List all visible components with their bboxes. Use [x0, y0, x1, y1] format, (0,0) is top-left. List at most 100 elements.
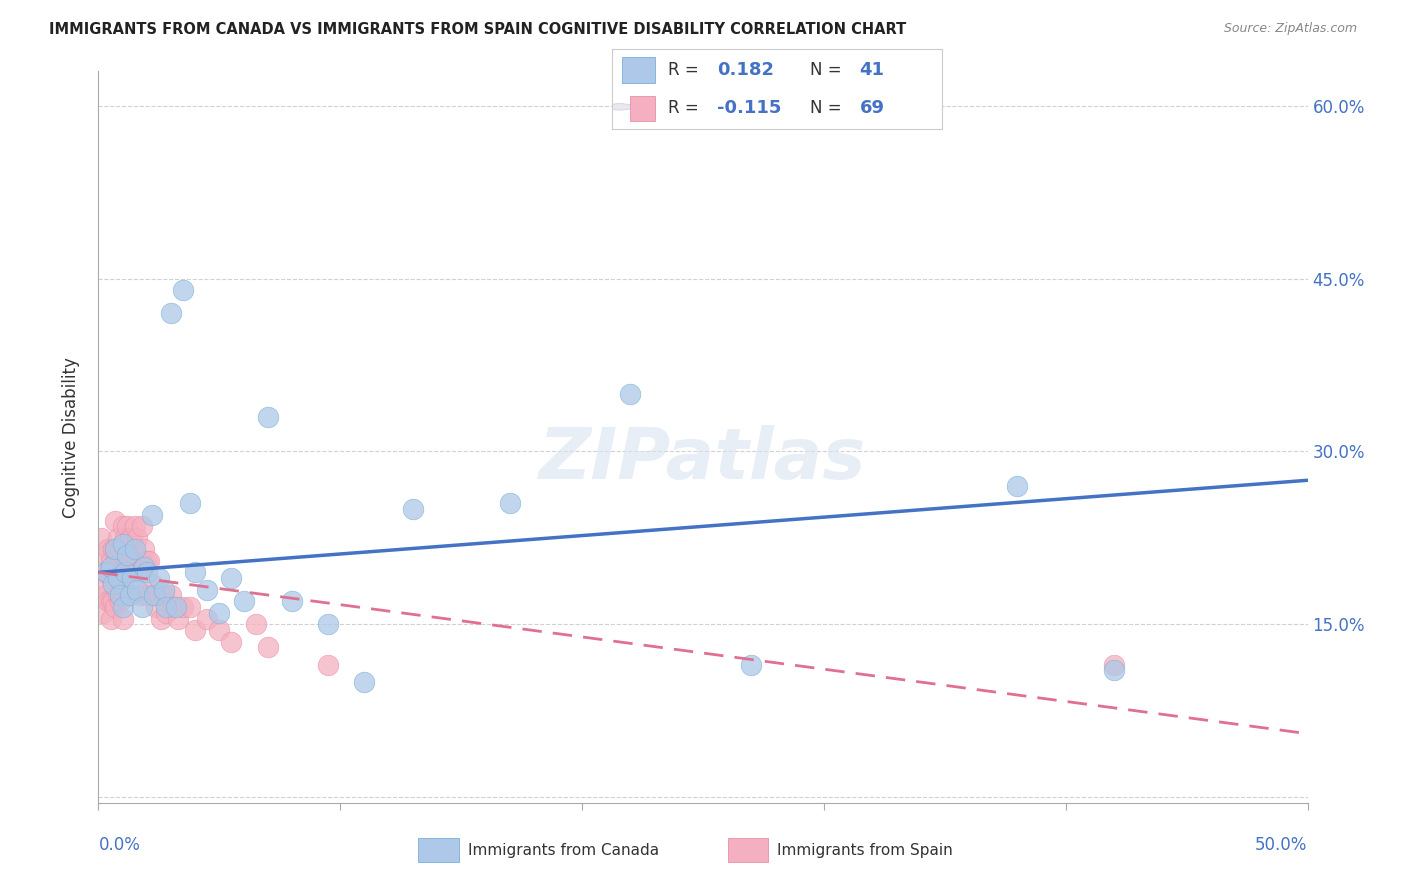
Point: [135, 554, 157, 568]
Point: [179, 496, 201, 510]
Point: [152, 582, 174, 597]
Text: R =: R =: [668, 100, 704, 118]
Point: [118, 566, 141, 580]
Text: N =: N =: [810, 61, 846, 78]
Point: [281, 594, 304, 608]
Point: [101, 594, 124, 608]
Point: [316, 657, 339, 672]
Point: [108, 566, 131, 580]
Point: [1007, 479, 1029, 493]
Point: [150, 611, 173, 625]
Point: [131, 519, 153, 533]
Point: [127, 582, 149, 597]
Point: [131, 554, 153, 568]
Text: R =: R =: [668, 61, 704, 78]
Point: [104, 542, 127, 557]
Point: [104, 542, 127, 557]
Point: [114, 531, 136, 545]
Point: [124, 548, 146, 562]
Text: IMMIGRANTS FROM CANADA VS IMMIGRANTS FROM SPAIN COGNITIVE DISABILITY CORRELATION: IMMIGRANTS FROM CANADA VS IMMIGRANTS FRO…: [49, 22, 907, 37]
Point: [100, 594, 122, 608]
Point: [498, 496, 520, 510]
Point: [111, 611, 134, 625]
Point: [134, 542, 156, 557]
FancyBboxPatch shape: [630, 95, 655, 121]
Point: [221, 571, 243, 585]
Point: [117, 519, 139, 533]
Text: Immigrants from Canada: Immigrants from Canada: [468, 843, 659, 857]
Point: [165, 599, 187, 614]
Point: [100, 559, 122, 574]
Point: [107, 531, 129, 545]
Point: [316, 617, 339, 632]
Point: [107, 571, 129, 585]
Point: [162, 599, 184, 614]
Point: [104, 514, 127, 528]
Point: [184, 623, 207, 637]
Point: [232, 594, 254, 608]
Text: 0.182: 0.182: [717, 61, 775, 78]
Point: [121, 531, 143, 545]
Point: [94, 566, 117, 580]
Point: [118, 531, 141, 545]
Point: [208, 606, 231, 620]
Point: [94, 548, 117, 562]
Point: [101, 577, 124, 591]
Point: [135, 566, 157, 580]
Point: [141, 577, 163, 591]
Point: [148, 589, 170, 603]
Point: [114, 566, 136, 580]
Point: [104, 599, 127, 614]
Point: [97, 566, 120, 580]
Point: [155, 599, 177, 614]
Point: [111, 577, 134, 591]
Point: [111, 519, 134, 533]
Point: [114, 566, 136, 580]
Point: [90, 531, 112, 545]
Point: [91, 577, 114, 591]
Point: [740, 657, 762, 672]
Point: [111, 536, 134, 550]
Point: [127, 531, 149, 545]
Point: [256, 409, 278, 424]
Text: N =: N =: [810, 100, 846, 118]
Point: [117, 554, 139, 568]
FancyBboxPatch shape: [728, 838, 768, 862]
Point: [104, 566, 127, 580]
Point: [138, 554, 160, 568]
FancyBboxPatch shape: [419, 838, 458, 862]
FancyBboxPatch shape: [621, 57, 655, 83]
Circle shape: [606, 103, 633, 110]
Point: [108, 589, 131, 603]
Point: [94, 589, 117, 603]
Point: [128, 589, 150, 603]
Point: [118, 589, 141, 603]
Point: [221, 634, 243, 648]
Text: Immigrants from Spain: Immigrants from Spain: [778, 843, 953, 857]
Y-axis label: Cognitive Disability: Cognitive Disability: [62, 357, 80, 517]
Point: [131, 599, 153, 614]
Point: [195, 611, 218, 625]
Point: [97, 542, 120, 557]
Point: [97, 594, 120, 608]
Text: Source: ZipAtlas.com: Source: ZipAtlas.com: [1223, 22, 1357, 36]
Point: [111, 548, 134, 562]
Point: [124, 519, 146, 533]
Point: [143, 589, 166, 603]
Point: [172, 599, 194, 614]
Point: [155, 606, 177, 620]
Point: [1102, 663, 1125, 677]
Point: [167, 611, 190, 625]
Point: [160, 589, 183, 603]
Point: [108, 594, 131, 608]
Point: [100, 611, 122, 625]
Text: 0.0%: 0.0%: [98, 836, 141, 854]
Point: [1102, 657, 1125, 672]
Point: [145, 599, 167, 614]
Point: [148, 571, 170, 585]
Point: [127, 566, 149, 580]
Point: [256, 640, 278, 655]
Text: ZIPatlas: ZIPatlas: [540, 425, 866, 493]
Point: [121, 566, 143, 580]
Point: [134, 559, 156, 574]
